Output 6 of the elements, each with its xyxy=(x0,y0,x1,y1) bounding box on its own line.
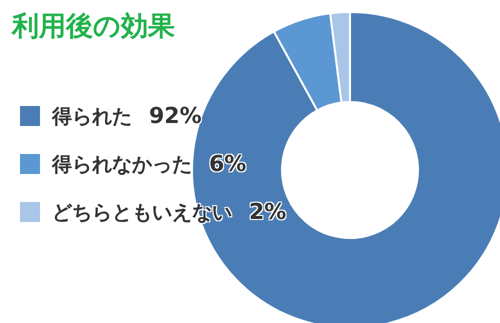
data-label: 92% xyxy=(148,104,202,128)
legend-label: 得られた xyxy=(52,104,132,128)
data-label: 2% xyxy=(248,200,286,224)
chart-title: 利用後の効果 xyxy=(12,10,175,44)
data-label: 6% xyxy=(208,152,246,176)
legend-label: 得られなかった xyxy=(52,152,192,176)
